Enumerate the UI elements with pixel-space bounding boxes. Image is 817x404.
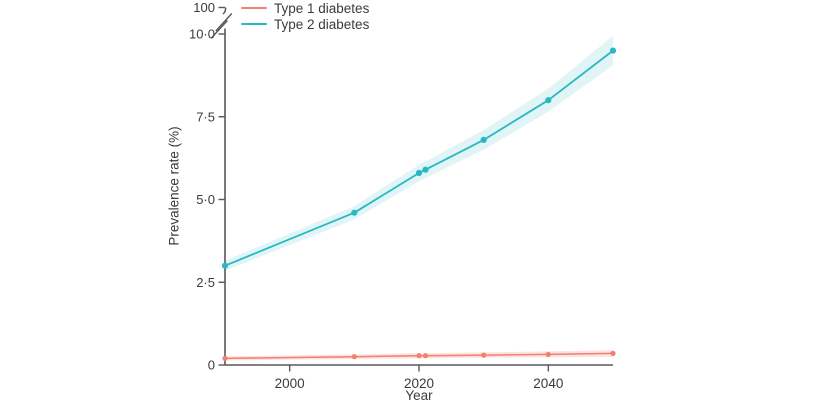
x-tick-label: 2040 — [533, 376, 563, 391]
y-tick-label: 7·5 — [196, 109, 215, 124]
y-tick-label: 2·5 — [196, 275, 215, 290]
type-1-diabetes-point — [351, 354, 357, 360]
x-tick-label: 2000 — [275, 376, 305, 391]
legend-item-type-1-diabetes: Type 1 diabetes — [241, 0, 369, 16]
y-axis-break-label: 100 — [193, 0, 215, 15]
axis-break-slash — [215, 13, 233, 32]
x-tick-label: 2020 — [404, 376, 434, 391]
type-2-diabetes-point — [545, 97, 552, 104]
type-2-diabetes-point — [221, 262, 229, 269]
type-2-diabetes-point — [609, 47, 617, 54]
type-1-diabetes-point — [545, 351, 551, 357]
legend: Type 1 diabetes Type 2 diabetes — [241, 0, 369, 32]
type-1-diabetes-point — [422, 353, 429, 359]
type-1-diabetes-point — [481, 352, 487, 358]
type-1-legend-label: Type 1 diabetes — [274, 0, 370, 16]
type-2-diabetes-confidence-band — [225, 35, 613, 271]
type-1-diabetes-point — [222, 355, 228, 361]
y-tick-label: 0 — [208, 358, 215, 373]
y-tick-label: 5·0 — [196, 192, 215, 207]
type-2-diabetes-line — [224, 49, 614, 267]
type-2-diabetes-point — [415, 169, 423, 177]
type-1-diabetes-point — [610, 350, 616, 356]
type-2-legend-label: Type 2 diabetes — [274, 16, 370, 32]
y-tick-label: 10·0 — [189, 27, 215, 42]
legend-item-type-2-diabetes: Type 2 diabetes — [241, 16, 369, 32]
type-2-diabetes-point — [351, 209, 358, 216]
type-2-diabetes-point — [422, 166, 429, 173]
axis-break-slash — [210, 20, 228, 39]
x-axis-title: Year — [405, 388, 433, 403]
type-2-legend-line-swatch — [241, 23, 267, 25]
type-1-legend-line-swatch — [241, 7, 267, 9]
y-axis-break-stub — [222, 7, 227, 15]
type-2-diabetes-point — [480, 136, 487, 143]
y-axis-title: Prevalence rate (%) — [166, 126, 182, 246]
type-1-diabetes-point — [416, 353, 422, 359]
